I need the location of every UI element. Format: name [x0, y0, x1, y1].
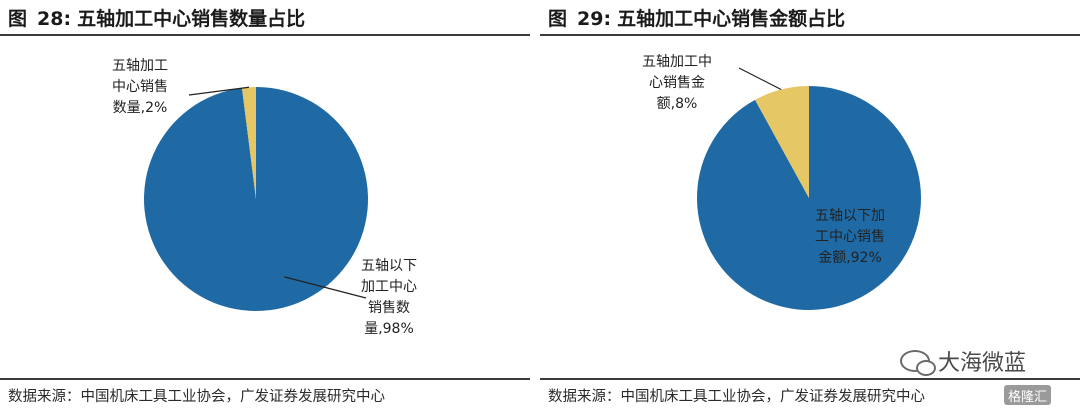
figure-28-bottom-rule [0, 378, 530, 380]
figure-28-panel: 图 28: 五轴加工中心销售数量占比 五轴以下加工中心销售数量,98% 五轴加工中心… [0, 0, 530, 411]
pie-slice-1 [241, 87, 256, 199]
figure-28-label: 图 [8, 8, 28, 30]
source-badge: 格隆汇 [1004, 385, 1052, 405]
figure-28-title-text: 五轴加工中心销售数量占比 [77, 8, 306, 30]
figure-28-pie-chart: 五轴以下加工中心销售数量,98% 五轴加工中心销售数量,2% [112, 58, 417, 337]
pie-leader-line-1 [188, 86, 250, 96]
figure-29-source: 数据来源：中国机床工具工业协会，广发证券发展研究中心 [548, 389, 925, 405]
pie-leader-line-0 [284, 276, 367, 299]
figure-28-top-rule [0, 34, 530, 36]
figure-28-title: 图 28: 五轴加工中心销售数量占比 [8, 4, 305, 31]
figure-29-bottom-rule [540, 378, 1080, 380]
figure-29-title: 图 29: 五轴加工中心销售金额占比 [548, 4, 845, 31]
watermark-text: 大海微蓝 [938, 351, 1027, 376]
wechat-icon [900, 350, 936, 376]
pie-slice-label-0: 五轴以下加工中心销售金额,92% [815, 208, 885, 266]
figure-28-source: 数据来源：中国机床工具工业协会，广发证券发展研究中心 [8, 389, 385, 405]
pie-slice-label-0: 五轴以下加工中心销售数量,98% [361, 258, 417, 337]
figure-28-number: 28: [37, 8, 72, 30]
figure-29-pie-chart: 五轴以下加工中心销售金额,92% 五轴加工中心销售金额,8% [642, 54, 921, 310]
figure-29-title-text: 五轴加工中心销售金额占比 [617, 8, 846, 30]
pie-slice-1 [755, 86, 809, 198]
pie-slice-label-1: 五轴加工中心销售数量,2% [112, 58, 168, 116]
figure-29-panel: 图 29: 五轴加工中心销售金额占比 五轴以下加工中心销售金额,92% 五轴加工中心… [540, 0, 1080, 411]
watermark: 大海微蓝 [900, 346, 1026, 376]
figure-29-number: 29: [577, 8, 612, 30]
pie-slice-0 [143, 87, 368, 311]
figure-29-label: 图 [548, 8, 568, 30]
figure-29-top-rule [540, 34, 1080, 36]
pie-slice-label-1: 五轴加工中心销售金额,8% [642, 54, 712, 112]
pie-leader-line-1 [738, 67, 782, 91]
